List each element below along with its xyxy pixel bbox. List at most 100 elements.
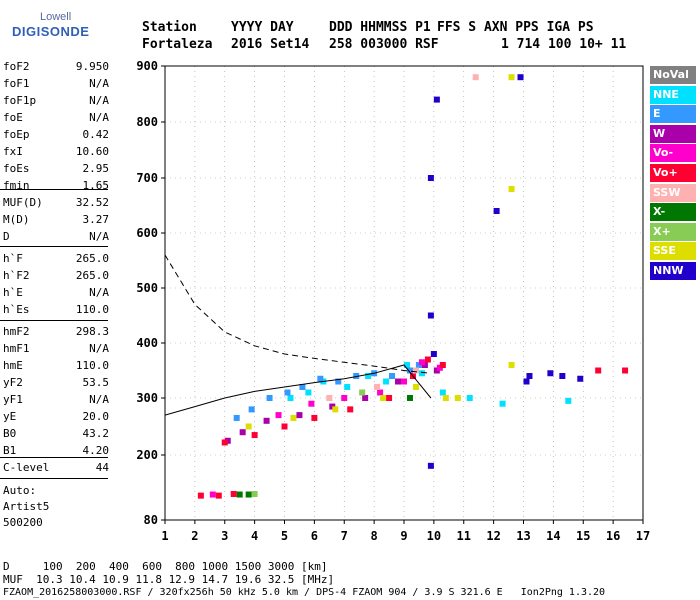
data-point (359, 389, 366, 396)
data-point (221, 439, 228, 446)
data-point (595, 367, 602, 374)
legend-item: SSW (650, 183, 696, 202)
data-point (374, 384, 381, 390)
y-tick-label: 800 (136, 115, 158, 129)
header-label-ddd: DDD HHMMSS P1 (329, 20, 431, 35)
data-point (281, 423, 288, 430)
auto-label: Auto: (3, 484, 37, 497)
x-tick-label: 13 (516, 529, 530, 543)
data-point (251, 432, 258, 439)
param-value: N/A (89, 286, 109, 299)
data-point (248, 406, 255, 413)
data-point (245, 491, 252, 498)
data-point (245, 423, 252, 430)
divider (0, 320, 108, 321)
y-tick-label: 500 (136, 281, 158, 295)
footer-file-row: FZAOM_2016258003000.RSF / 320fx256h 50 k… (3, 587, 606, 598)
param-value: N/A (89, 342, 109, 355)
param-value: 110.0 (75, 303, 109, 316)
y-tick-label: 200 (136, 448, 158, 462)
header-label-date: YYYY DAY (231, 20, 294, 35)
y-tick-label: 700 (136, 171, 158, 185)
data-point (380, 395, 387, 401)
x-tick-label: 17 (636, 529, 650, 543)
data-point (427, 175, 434, 181)
data-point (439, 389, 446, 396)
data-point (526, 373, 533, 379)
x-tick-label: 12 (486, 529, 500, 543)
param-label: M(D) (3, 213, 30, 226)
divider (0, 478, 108, 479)
legend-item: E (650, 105, 696, 124)
param-value: 2.95 (82, 162, 110, 175)
param-label: B0 (3, 427, 17, 440)
data-point (275, 412, 282, 419)
param-value: 9.950 (75, 60, 109, 73)
data-point (395, 378, 402, 385)
param-label: foE (3, 111, 23, 124)
x-tick-label: 5 (281, 529, 288, 543)
data-point (427, 312, 434, 319)
data-point (403, 362, 410, 368)
chart-curves (164, 254, 432, 416)
param-value: N/A (89, 111, 109, 124)
data-point (377, 389, 384, 396)
x-tick-label: 11 (457, 529, 471, 543)
divider (0, 457, 108, 458)
chart-marks (197, 74, 629, 499)
param-label: D (3, 230, 10, 243)
data-point (517, 74, 524, 81)
param-value: 298.3 (75, 325, 109, 338)
ionogram-chart: 1 2 3 4 5 6 7 8 9 10 11 12 13 14 15 16 17802003004005006… (136, 59, 650, 543)
header-value-ffs: 1 714 100 10+ 11 (501, 37, 627, 52)
param-label: hmF2 (3, 325, 30, 338)
data-point (424, 356, 431, 363)
profile-curve (164, 364, 432, 416)
data-point (389, 373, 396, 379)
param-label: yF1 (3, 393, 23, 406)
param-label: hmF1 (3, 342, 30, 355)
param-value: N/A (89, 94, 109, 107)
data-point (311, 414, 318, 421)
data-point (412, 384, 419, 390)
data-point (215, 492, 222, 499)
param-label: foEp (3, 128, 30, 141)
data-point (559, 373, 566, 379)
data-point (308, 400, 315, 407)
data-point (347, 406, 354, 413)
data-point (565, 397, 572, 404)
data-point (362, 395, 369, 401)
param-value: 0.42 (82, 128, 110, 141)
param-value: 3.27 (82, 213, 110, 226)
data-point (197, 492, 204, 499)
data-point (335, 378, 342, 385)
x-tick-label: 14 (546, 529, 560, 543)
data-point (341, 395, 348, 401)
data-point (508, 186, 515, 192)
param-value: 4.20 (82, 444, 110, 457)
x-tick-label: 16 (606, 529, 620, 543)
data-point (466, 395, 473, 401)
x-tick-label: 1 (161, 529, 168, 543)
param-label: hmE (3, 359, 23, 372)
legend-item: NoVal (650, 66, 696, 84)
data-point (499, 400, 506, 407)
legend-item: X- (650, 203, 696, 222)
extrapolation-curve (164, 254, 431, 374)
param-value: N/A (89, 77, 109, 90)
data-point (430, 351, 437, 357)
divider (0, 189, 108, 190)
data-point (233, 414, 240, 421)
data-point (251, 491, 258, 497)
legend-item: NNW (650, 262, 696, 280)
header-label-ffs: FFS S AXN PPS IGA PS (437, 20, 594, 35)
data-point (290, 414, 297, 421)
footer-muf-row: MUF 10.3 10.4 10.9 11.8 12.9 14.7 19.6 3… (3, 573, 335, 586)
param-label: h`E (3, 286, 23, 299)
data-point (433, 96, 440, 103)
logo-lowell: Lowell (40, 11, 72, 23)
divider (0, 246, 108, 247)
y-tick-label: 300 (136, 391, 158, 405)
param-value: 43.2 (82, 427, 110, 440)
data-point (439, 362, 446, 368)
